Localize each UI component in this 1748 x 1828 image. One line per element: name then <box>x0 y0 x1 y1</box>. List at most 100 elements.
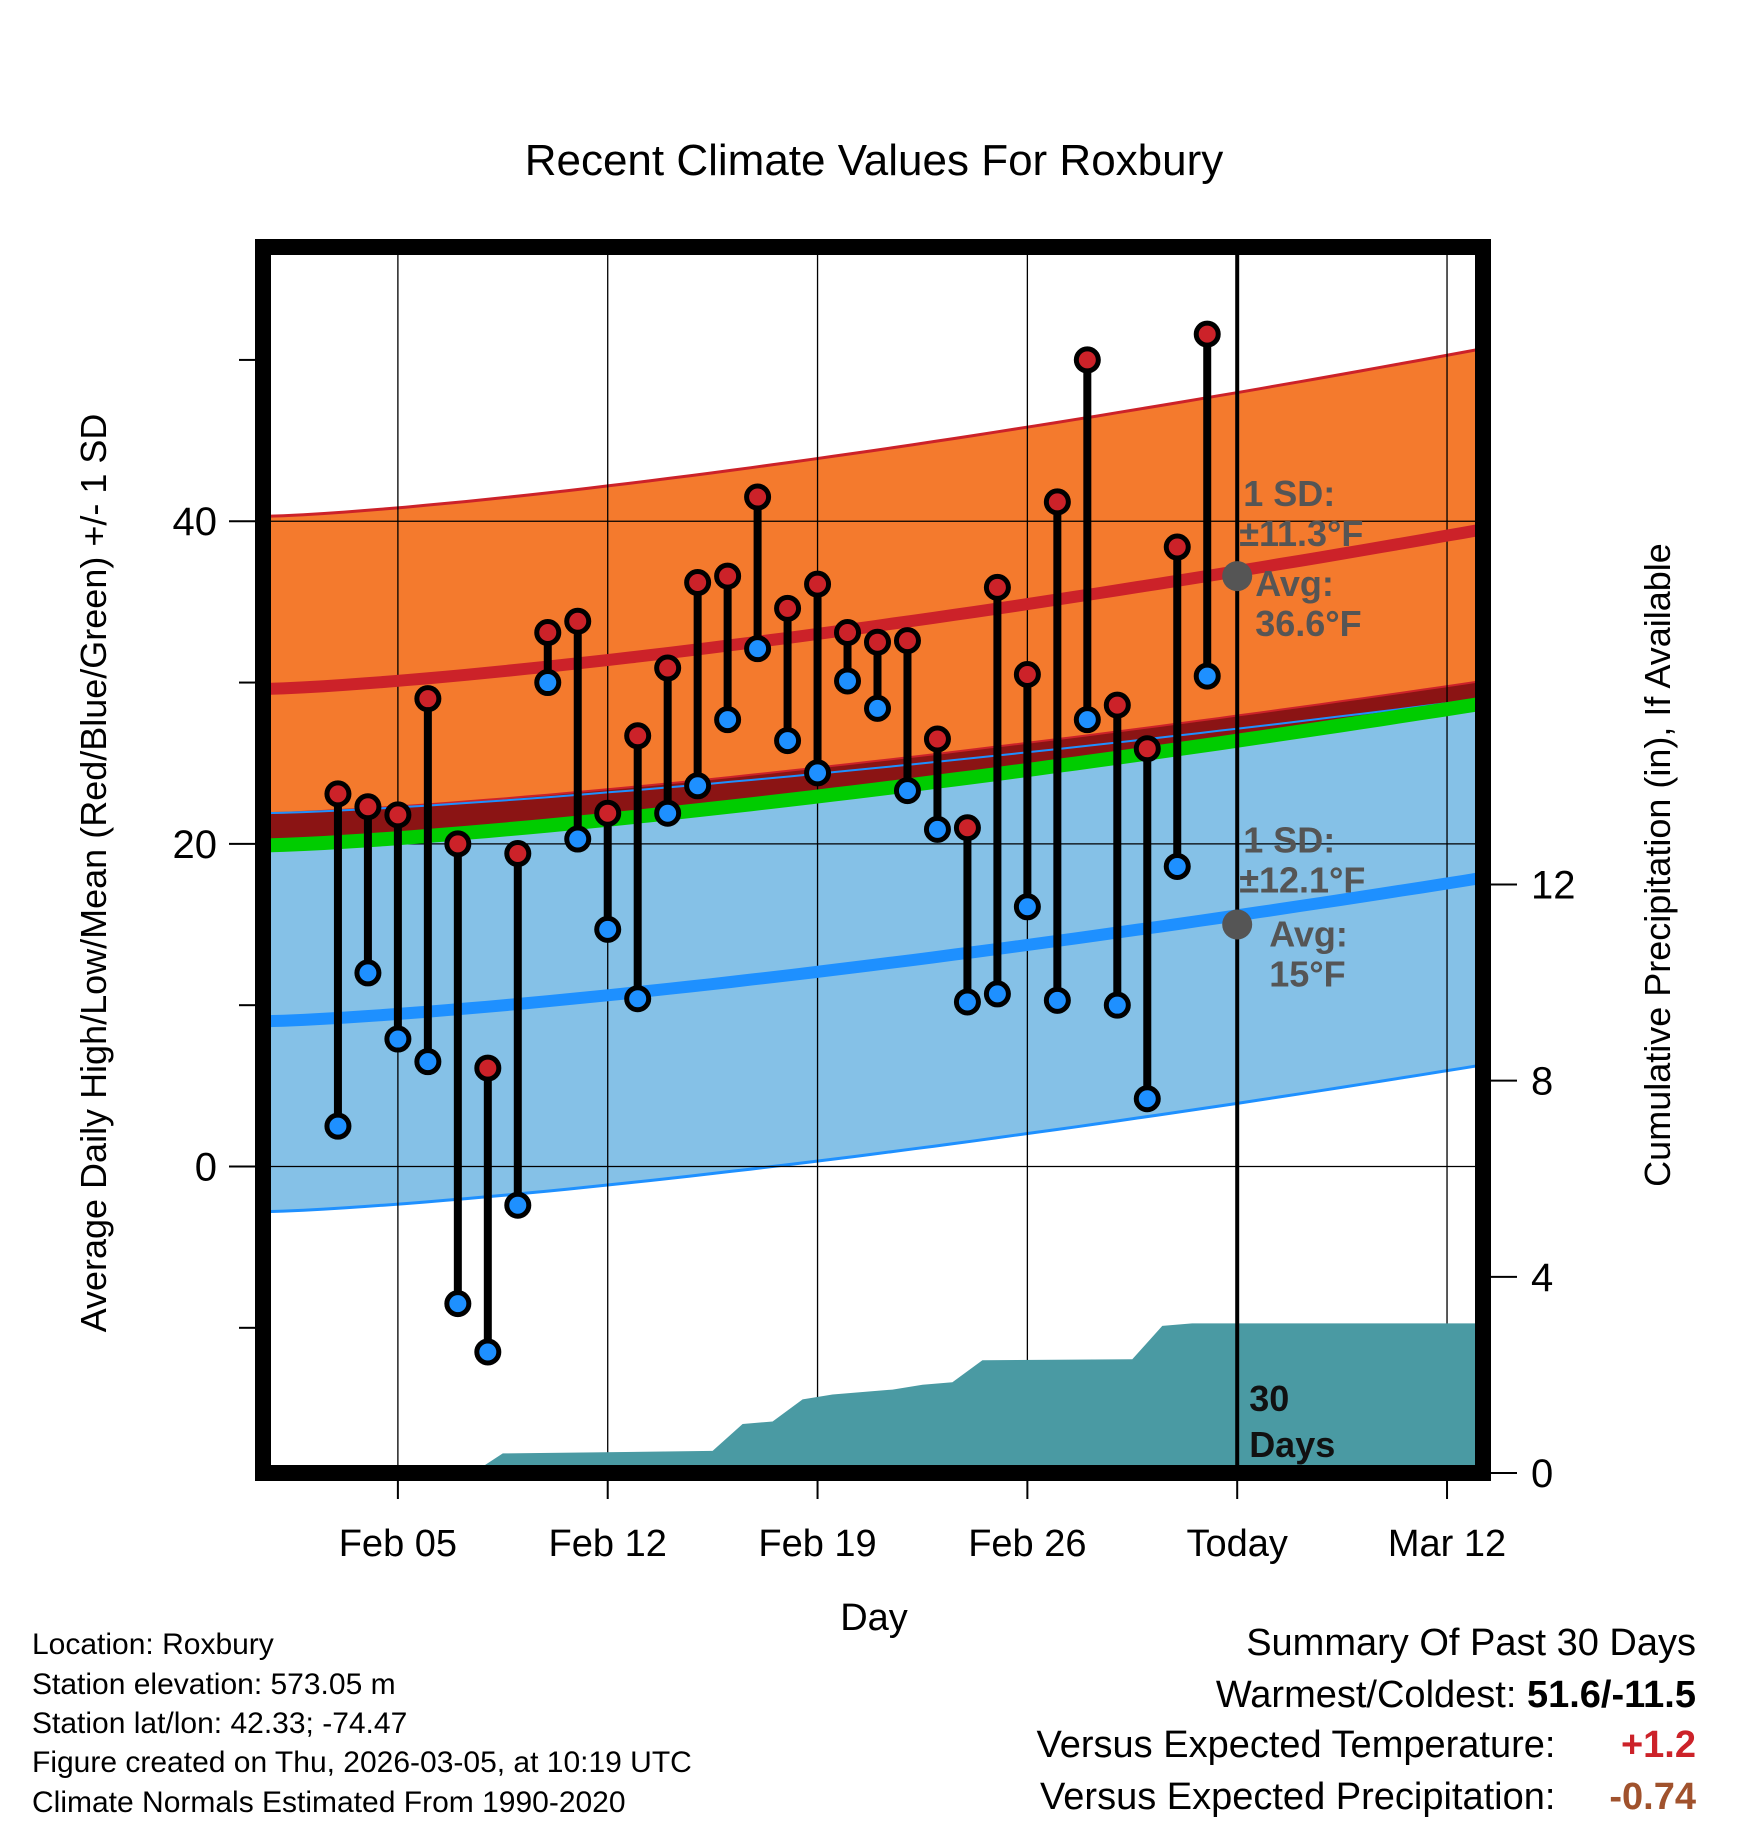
daily-low-point <box>324 1112 352 1140</box>
y-axis-label-right: Cumulative Precipitation (in), If Availa… <box>1637 543 1678 1187</box>
daily-low-point <box>774 727 802 755</box>
x-tick-label: Mar 12 <box>1388 1523 1506 1565</box>
precip-area <box>263 1323 1483 1473</box>
high-normal-line <box>263 523 1483 695</box>
daily-low-point <box>1043 986 1071 1014</box>
low-normal-line <box>263 871 1483 1028</box>
y-tick-label-left: 20 <box>173 823 218 867</box>
info-latlon: Station lat/lon: 42.33; -74.47 <box>32 1707 408 1740</box>
summary-precip: Versus Expected Precipitation: -0.74 <box>1040 1776 1696 1819</box>
info-location: Location: Roxbury <box>32 1628 274 1661</box>
daily-high-point <box>1163 533 1191 561</box>
summary-warmest-label: Warmest/Coldest: <box>1215 1674 1527 1716</box>
summary-title: Summary Of Past 30 Days <box>1246 1622 1696 1664</box>
daily-low-point <box>1103 991 1131 1019</box>
summary-warmest-value: 51.6/-11.5 <box>1526 1674 1696 1716</box>
plot-frame <box>255 239 1491 1481</box>
days-count-label: 30 <box>1249 1378 1289 1419</box>
x-axis-label: Day <box>840 1597 908 1639</box>
high-sd-value: ±11.3°F <box>1239 513 1363 554</box>
daily-low-point <box>684 772 712 800</box>
daily-high-point <box>863 628 891 656</box>
daily-high-point <box>624 722 652 750</box>
daily-low-point <box>504 1191 532 1219</box>
daily-high-point <box>774 594 802 622</box>
x-tick-label: Feb 12 <box>549 1523 667 1565</box>
daily-low-point <box>893 777 921 805</box>
low-sd-label: 1 SD: <box>1243 820 1335 861</box>
chart-title: Recent Climate Values For Roxbury <box>525 136 1224 185</box>
axes: Feb 05 Feb 12 Feb 19 Feb 26 Today Mar 1202040… <box>173 239 1576 1565</box>
daily-low-point <box>474 1338 502 1366</box>
x-tick-label: Feb 05 <box>339 1523 457 1565</box>
daily-low-point <box>1163 852 1191 880</box>
low-avg-value: 15°F <box>1269 954 1345 995</box>
daily-low-point <box>953 988 981 1016</box>
daily-high-point <box>923 725 951 753</box>
y-tick-label-right: 4 <box>1531 1256 1553 1300</box>
low-upper-edge <box>263 697 1483 815</box>
daily-low-point <box>564 825 592 853</box>
daily-low-point <box>1193 662 1221 690</box>
low-avg-marker <box>1222 909 1253 940</box>
daily-high-point <box>953 814 981 842</box>
daily-low-point <box>714 706 742 734</box>
daily-high-point <box>1043 488 1071 516</box>
low-avg-label: Avg: <box>1269 914 1348 955</box>
daily-high-point <box>714 562 742 590</box>
high-lower-edge <box>263 679 1483 815</box>
summary-temp-label: Versus Expected Temperature: <box>1036 1724 1556 1766</box>
daily-low-point <box>1013 893 1041 921</box>
y-tick-label-right: 8 <box>1531 1060 1553 1104</box>
daily-low-point <box>384 1025 412 1053</box>
daily-low-point <box>444 1290 472 1318</box>
daily-high-point <box>804 570 832 598</box>
daily-low-point <box>1073 706 1101 734</box>
days-word-label: Days <box>1249 1424 1335 1465</box>
info-elevation: Station elevation: 573.05 m <box>32 1668 396 1701</box>
info-created: Figure created on Thu, 2026-03-05, at 10… <box>32 1746 692 1779</box>
high-sd-label: 1 SD: <box>1243 473 1335 514</box>
daily-low-point <box>983 980 1011 1008</box>
daily-low-point <box>594 915 622 943</box>
info-normals: Climate Normals Estimated From 1990-2020 <box>32 1786 626 1819</box>
summary-precip-label: Versus Expected Precipitation: <box>1040 1776 1556 1818</box>
daily-high-point <box>444 830 472 858</box>
y-tick-label-right: 0 <box>1531 1452 1553 1496</box>
daily-low-point <box>863 694 891 722</box>
daily-high-point <box>534 619 562 647</box>
daily-high-point <box>564 607 592 635</box>
daily-high-point <box>414 685 442 713</box>
daily-low-point <box>923 815 951 843</box>
daily-high-point <box>744 483 772 511</box>
daily-low-point <box>534 669 562 697</box>
daily-high-point <box>354 793 382 821</box>
daily-high-point <box>893 627 921 655</box>
daily-low-point <box>804 759 832 787</box>
daily-low-point <box>354 959 382 987</box>
daily-low-point <box>654 799 682 827</box>
daily-low-point <box>834 667 862 695</box>
y-tick-label-left: 40 <box>173 500 218 544</box>
daily-high-point <box>834 619 862 647</box>
daily-high-point <box>384 801 412 829</box>
y-tick-label-right: 12 <box>1531 864 1576 908</box>
daily-low-point <box>414 1048 442 1076</box>
high-avg-marker <box>1222 561 1253 592</box>
daily-high-point <box>1073 346 1101 374</box>
high-avg-value: 36.6°F <box>1255 603 1361 644</box>
summary-temp-value: +1.2 <box>1620 1724 1696 1766</box>
daily-high-point <box>1103 691 1131 719</box>
x-tick-label: Feb 19 <box>758 1523 876 1565</box>
summary-temp: Versus Expected Temperature: +1.2 <box>1037 1724 1696 1767</box>
daily-high-point <box>983 573 1011 601</box>
daily-low-point <box>624 985 652 1013</box>
daily-high-point <box>1133 735 1161 763</box>
summary-warmest: Warmest/Coldest: 51.6/-11.5 <box>1216 1674 1696 1717</box>
daily-high-point <box>654 654 682 682</box>
y-tick-label-left: 0 <box>195 1146 217 1190</box>
summary-precip-value: -0.74 <box>1609 1776 1696 1818</box>
